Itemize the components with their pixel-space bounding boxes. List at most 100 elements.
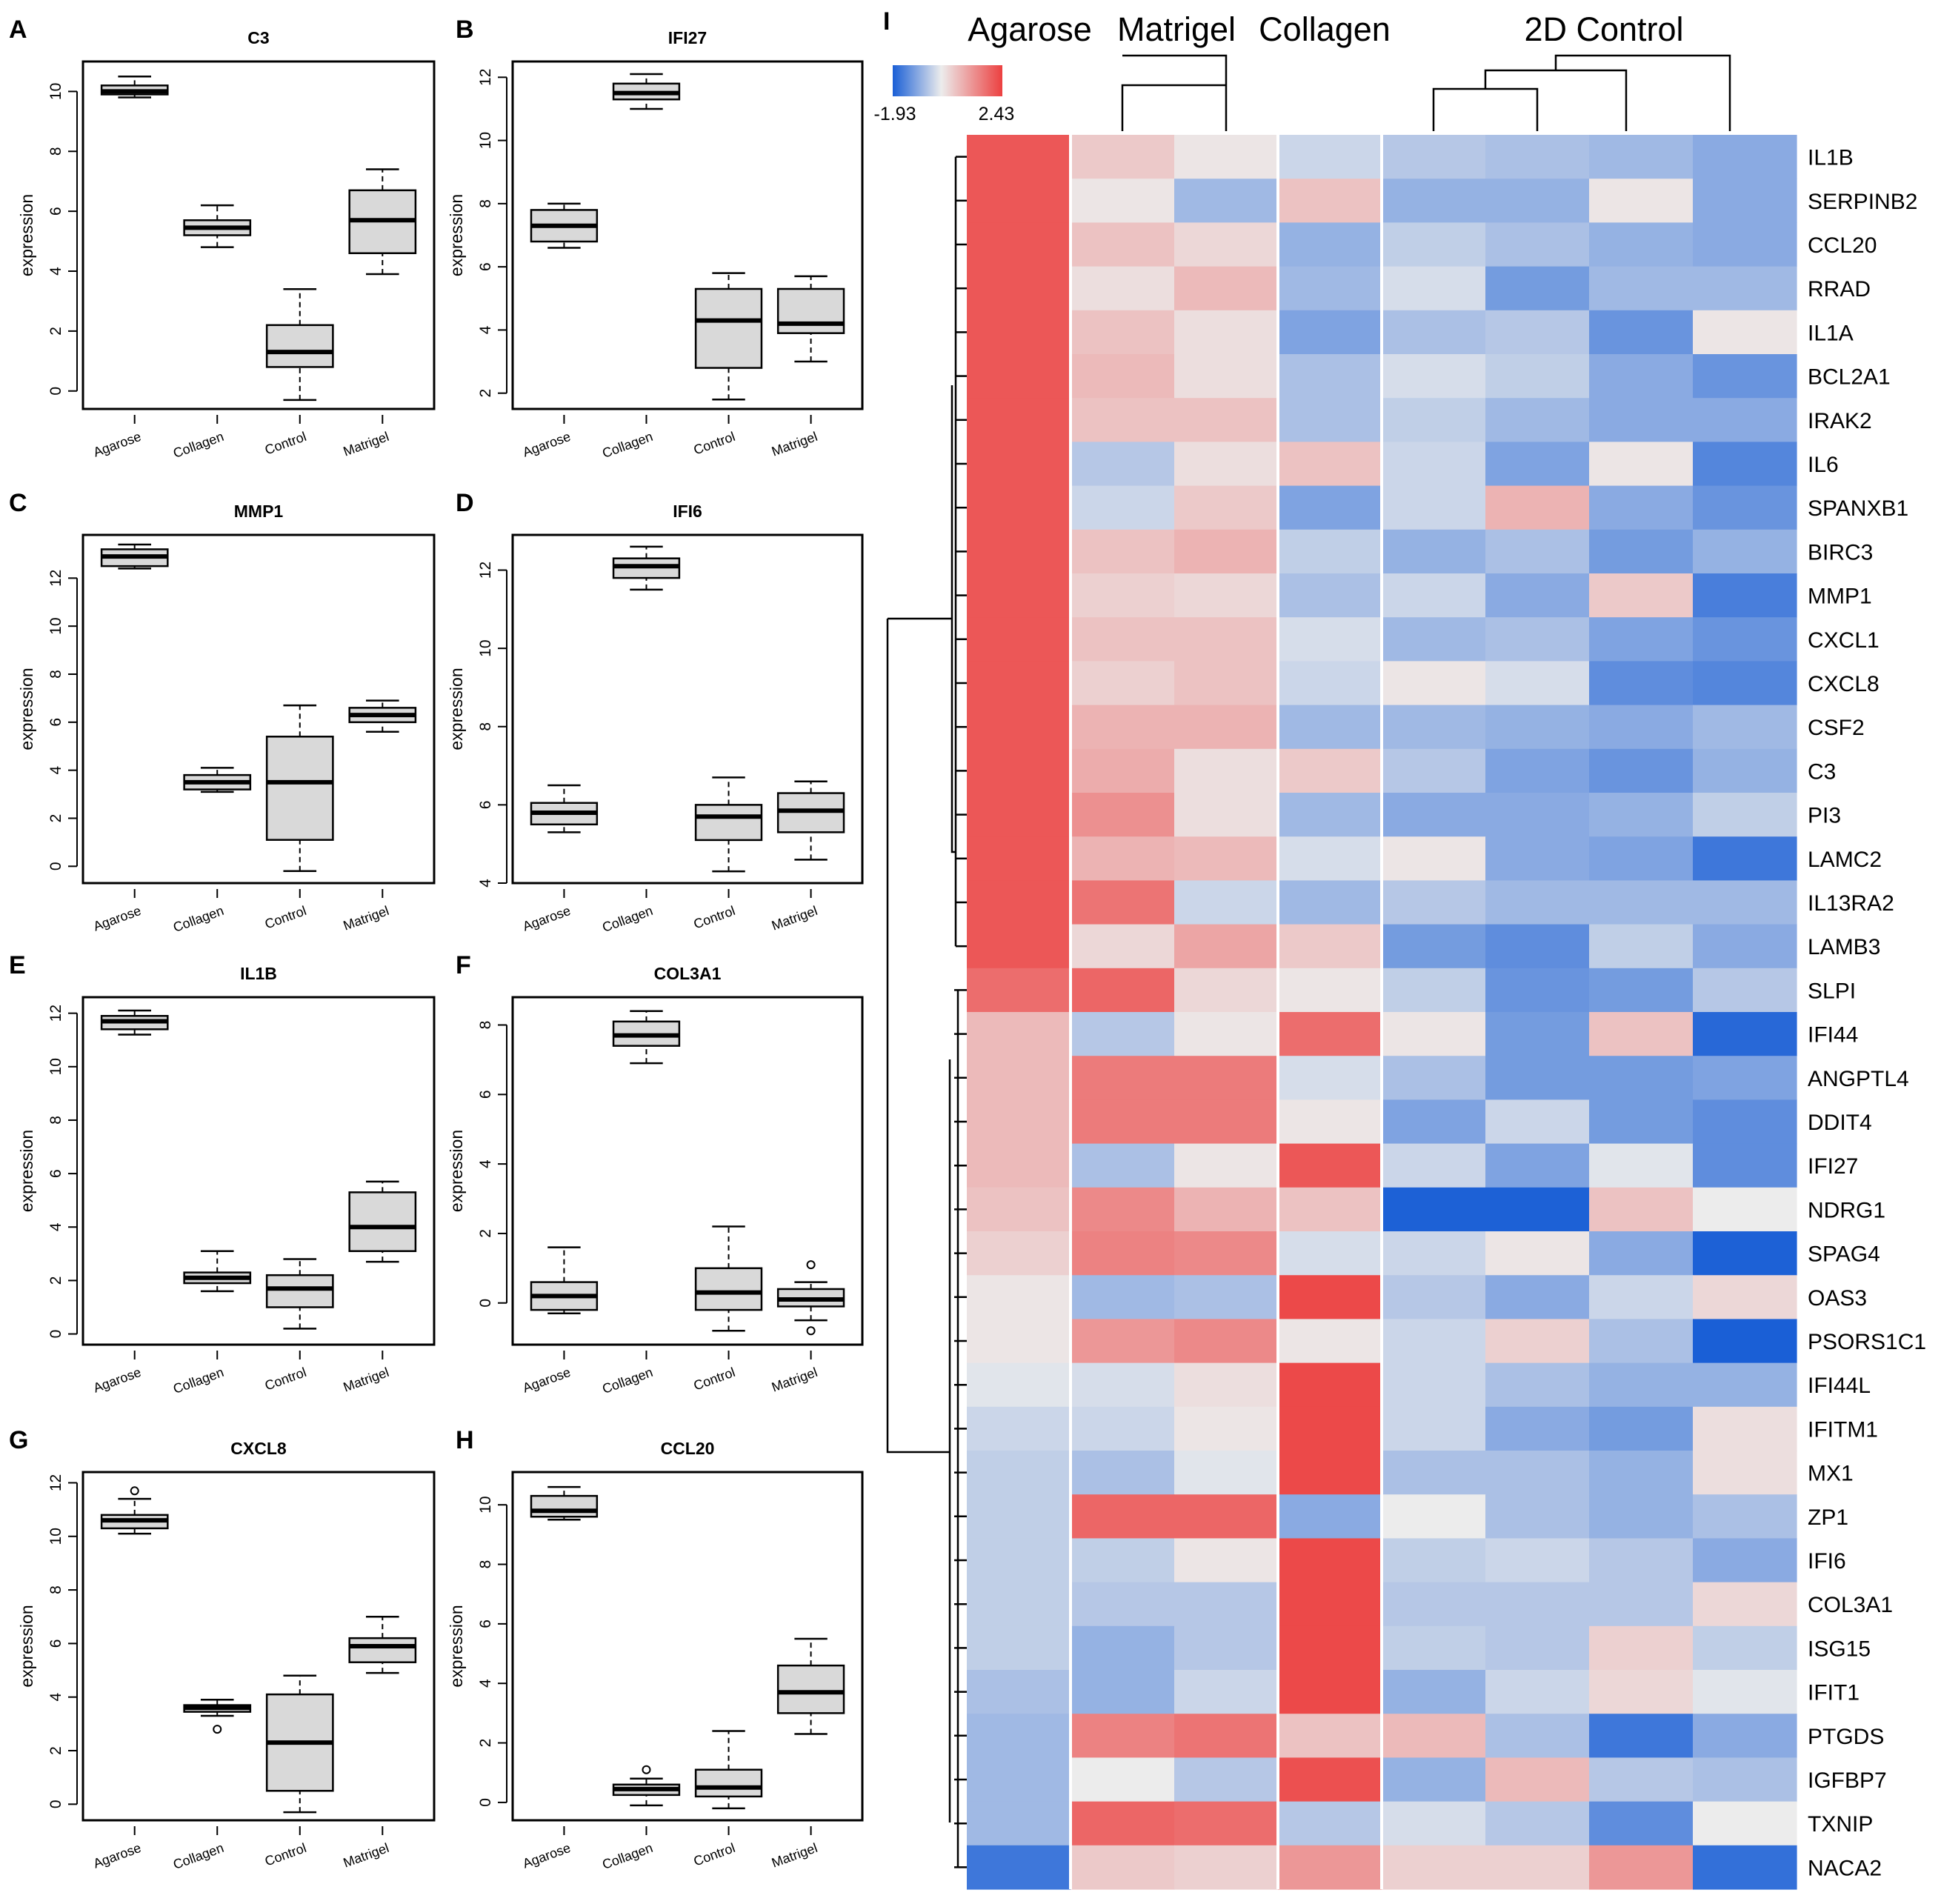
x-category-label: Matrigel [770, 1840, 819, 1871]
heatmap-cell [1174, 661, 1279, 706]
heatmap-cell [1693, 1231, 1797, 1276]
heatmap-cell [1278, 705, 1382, 750]
gene-label: CXCL1 [1808, 628, 1880, 653]
heatmap-cell [1693, 880, 1797, 925]
heatmap-cell [967, 1362, 1071, 1408]
y-tick-label: 10 [47, 1058, 64, 1075]
gene-label: NACA2 [1808, 1856, 1882, 1880]
box-matrigel [348, 1180, 417, 1263]
panel-letter-B: B [456, 16, 474, 44]
heatmap-cell [1382, 485, 1486, 530]
heatmap-cell [1174, 836, 1279, 881]
gene-label: OAS3 [1808, 1286, 1867, 1311]
heatmap-cell [1485, 1670, 1590, 1714]
y-axis-label: expression [17, 1130, 36, 1212]
x-category-label: Matrigel [770, 429, 819, 459]
heatmap-cell [1278, 1143, 1382, 1188]
box-control [265, 1258, 334, 1330]
heatmap-cell [1589, 135, 1694, 179]
heatmap-cell [1174, 1406, 1279, 1451]
heatmap-cell [967, 529, 1071, 574]
heatmap-cell [1382, 968, 1486, 1013]
heatmap-cell [1174, 1670, 1279, 1714]
box-collagen [612, 73, 681, 110]
heatmap-cell [1174, 968, 1279, 1013]
heatmap-cell [1485, 1714, 1590, 1758]
boxplot-panel-E: E IL1B expression 0 2 4 6 8 10 12 Agarose Collagen C… [9, 951, 436, 1397]
x-category-label: Agarose [91, 903, 143, 934]
y-tick-label: 0 [477, 1299, 494, 1308]
box-matrigel [348, 168, 417, 276]
heatmap-cell [1485, 1582, 1590, 1627]
y-tick-label: 4 [47, 267, 64, 276]
heatmap-cell [1589, 179, 1694, 223]
y-tick-label: 12 [477, 562, 494, 579]
heatmap-cell [1382, 1275, 1486, 1319]
heatmap-cell [1382, 135, 1486, 179]
heatmap-cell [967, 1056, 1071, 1100]
heatmap-cell [1693, 1538, 1797, 1583]
heatmap-cell [967, 924, 1071, 969]
heatmap-cell [1382, 1319, 1486, 1364]
heatmap-cell [1382, 1187, 1486, 1232]
heatmap-cell [967, 354, 1071, 399]
box-agarose [100, 1009, 169, 1036]
heatmap-cell [1174, 1056, 1279, 1100]
heatmap-cell [1485, 398, 1590, 442]
box-agarose [100, 1497, 169, 1535]
heatmap-cell [1382, 1056, 1486, 1100]
heatmap-cell [1382, 1012, 1486, 1056]
heatmap-cell [1278, 1319, 1382, 1364]
heatmap-cell [1071, 1451, 1175, 1495]
y-tick-label: 0 [47, 1330, 64, 1339]
dendro-control-c [1554, 54, 1731, 131]
heatmap-cell [1382, 573, 1486, 618]
heatmap-cell [1278, 135, 1382, 179]
heatmap-cell [967, 836, 1071, 881]
heatmap-cell [1485, 1801, 1590, 1846]
heatmap-cell [1485, 880, 1590, 925]
heatmap-cell [1382, 442, 1486, 487]
heatmap-cell [1589, 836, 1694, 881]
y-axis-label: expression [447, 668, 466, 750]
y-tick-label: 8 [47, 670, 64, 679]
heatmap-cell [1174, 485, 1279, 530]
heatmap-cell [967, 1012, 1071, 1056]
heatmap-cell [1278, 1625, 1382, 1671]
chart-title: C3 [247, 28, 269, 47]
box-agarose [100, 75, 169, 99]
heatmap-cell [1382, 354, 1486, 399]
boxplot-panel-D: D IFI6 expression 4 6 8 10 12 Agarose Collagen Con… [447, 489, 864, 935]
heatmap-cell [1174, 179, 1279, 223]
heatmap-cell [1278, 1538, 1382, 1583]
heatmap-cell [1693, 1451, 1797, 1495]
y-tick-label: 6 [47, 1169, 64, 1178]
iqr-box [348, 1191, 417, 1252]
heatmap-cell [1485, 310, 1590, 355]
heatmap-cell [1071, 1056, 1175, 1100]
heatmap-cell [1071, 398, 1175, 442]
heatmap-cell [1589, 222, 1694, 267]
heatmap-cell [1071, 1845, 1175, 1890]
heatmap-cell [1485, 1362, 1590, 1408]
box-control [694, 1225, 763, 1332]
plot-frame [81, 1471, 436, 1822]
heatmap-cell [1382, 661, 1486, 706]
heatmap-cell [1382, 222, 1486, 267]
heatmap-cell [1382, 1757, 1486, 1803]
gene-label: BCL2A1 [1808, 365, 1891, 390]
heatmap-cell [1174, 1143, 1279, 1188]
heatmap-cell [1278, 573, 1382, 618]
heatmap-cell [967, 968, 1071, 1013]
heatmap-cell [1278, 1757, 1382, 1803]
y-tick-label: 2 [477, 389, 494, 398]
heatmap-cell [1485, 748, 1590, 793]
gene-label: C3 [1808, 759, 1836, 784]
heatmap-cell [1174, 1319, 1279, 1364]
y-tick-label: 4 [477, 879, 494, 888]
y-tick-label: 8 [47, 1585, 64, 1594]
heatmap-cell [1174, 1494, 1279, 1539]
heatmap-cell [1485, 1451, 1590, 1495]
heatmap-cell [1278, 1714, 1382, 1758]
gene-label: IL13RA2 [1808, 891, 1894, 916]
